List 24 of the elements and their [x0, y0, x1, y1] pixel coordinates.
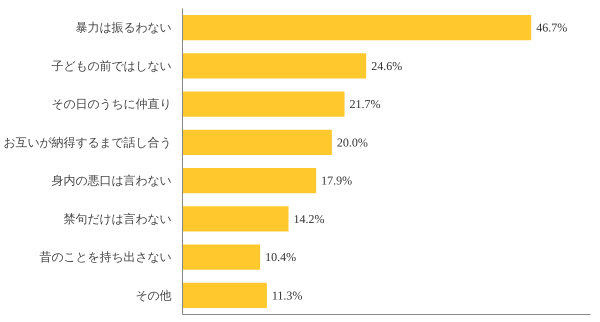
bar [182, 282, 267, 308]
bar [182, 53, 366, 78]
y-tick-label: その日のうちに仲直り [52, 97, 172, 112]
data-label: 20.0% [336, 135, 368, 150]
data-label: 21.7% [350, 97, 381, 112]
data-label: 11.3% [272, 288, 302, 302]
data-label: 10.4% [265, 250, 296, 264]
y-tick-label: 子どもの前ではしない [52, 58, 172, 73]
y-tick-label: 暴力は振るわない [76, 20, 172, 35]
y-tick-label: お互いが納得するまで話し合う [4, 135, 172, 150]
data-label: 46.7% [536, 20, 568, 35]
bar [182, 244, 260, 270]
y-tick-label: 禁句だけは言わない [64, 212, 172, 226]
bar [182, 15, 532, 40]
data-label: 24.6% [371, 58, 402, 73]
y-tick-label: その他 [136, 288, 172, 302]
data-label: 14.2% [294, 212, 325, 226]
y-tick-label: 身内の悪口は言わない [52, 174, 172, 188]
y-tick-label: 昔のことを持ち出さない [40, 250, 172, 264]
bar [182, 168, 316, 194]
bar [182, 206, 289, 232]
data-label: 17.9% [321, 174, 352, 188]
bar [182, 130, 332, 155]
bar [182, 92, 345, 117]
